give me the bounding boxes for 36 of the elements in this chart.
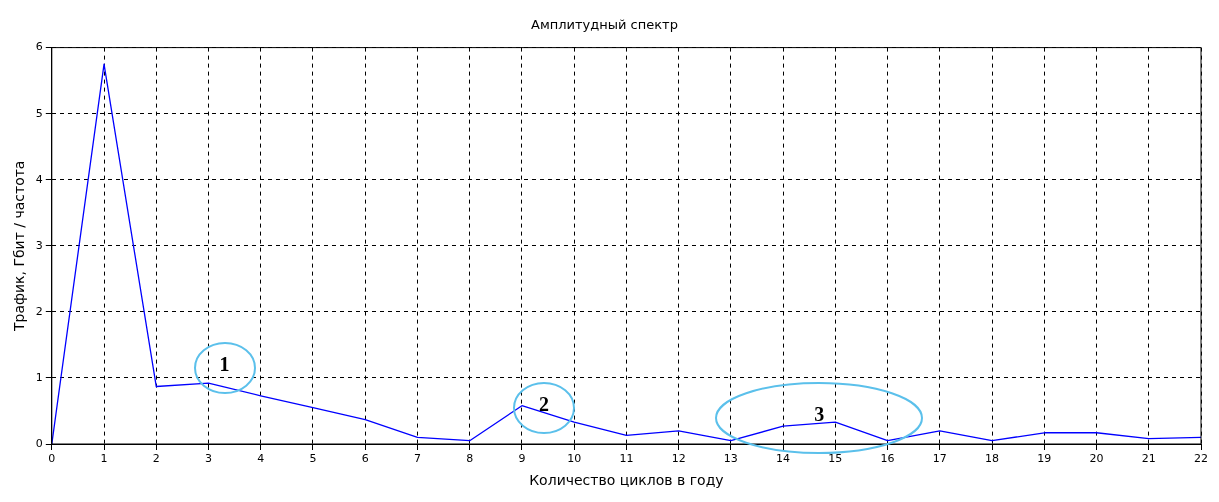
- annotation: 2: [538, 392, 549, 415]
- x-tick-label: 18: [985, 452, 1000, 466]
- x-axis-title: Количество циклов в году: [529, 472, 724, 489]
- x-tick-label: 3: [205, 452, 213, 466]
- x-tick-label: 20: [1089, 452, 1104, 466]
- x-tick-label: 5: [309, 452, 317, 466]
- x-tick-label: 16: [880, 452, 895, 466]
- y-tick-label: 3: [35, 238, 43, 252]
- x-tick-label: 14: [776, 452, 791, 466]
- y-tick-label: 1: [35, 370, 43, 384]
- x-tick-label: 21: [1141, 452, 1156, 466]
- x-tick-label: 10: [567, 452, 582, 466]
- x-tick-label: 17: [932, 452, 947, 466]
- x-tick-label: 19: [1037, 452, 1052, 466]
- x-tick-label: 1: [100, 452, 108, 466]
- x-tick-label: 2: [152, 452, 160, 466]
- y-tick-label: 5: [35, 106, 43, 120]
- x-tick-label: 8: [466, 452, 474, 466]
- y-axis-title: Трафик, Гбит / частота: [11, 160, 28, 333]
- y-tick-label: 6: [35, 40, 43, 54]
- x-tick-label: 4: [257, 452, 265, 466]
- x-tick-label: 12: [671, 452, 686, 466]
- y-tick-label: 4: [35, 172, 43, 186]
- annotation: 3: [814, 403, 825, 426]
- x-tick-label: 9: [518, 452, 526, 466]
- x-tick-label: 22: [1194, 452, 1208, 466]
- annotation: 1: [219, 353, 230, 376]
- x-tick-label: 0: [48, 452, 56, 466]
- y-tick-label: 0: [35, 436, 43, 450]
- x-tick-label: 15: [828, 452, 843, 466]
- x-tick-label: 13: [723, 452, 738, 466]
- x-tick-label: 6: [361, 452, 369, 466]
- x-tick-label: 11: [619, 452, 634, 466]
- y-tick-label: 2: [35, 304, 43, 318]
- chart-title: Амплитудный спектр: [531, 17, 678, 33]
- x-tick-label: 7: [413, 452, 421, 466]
